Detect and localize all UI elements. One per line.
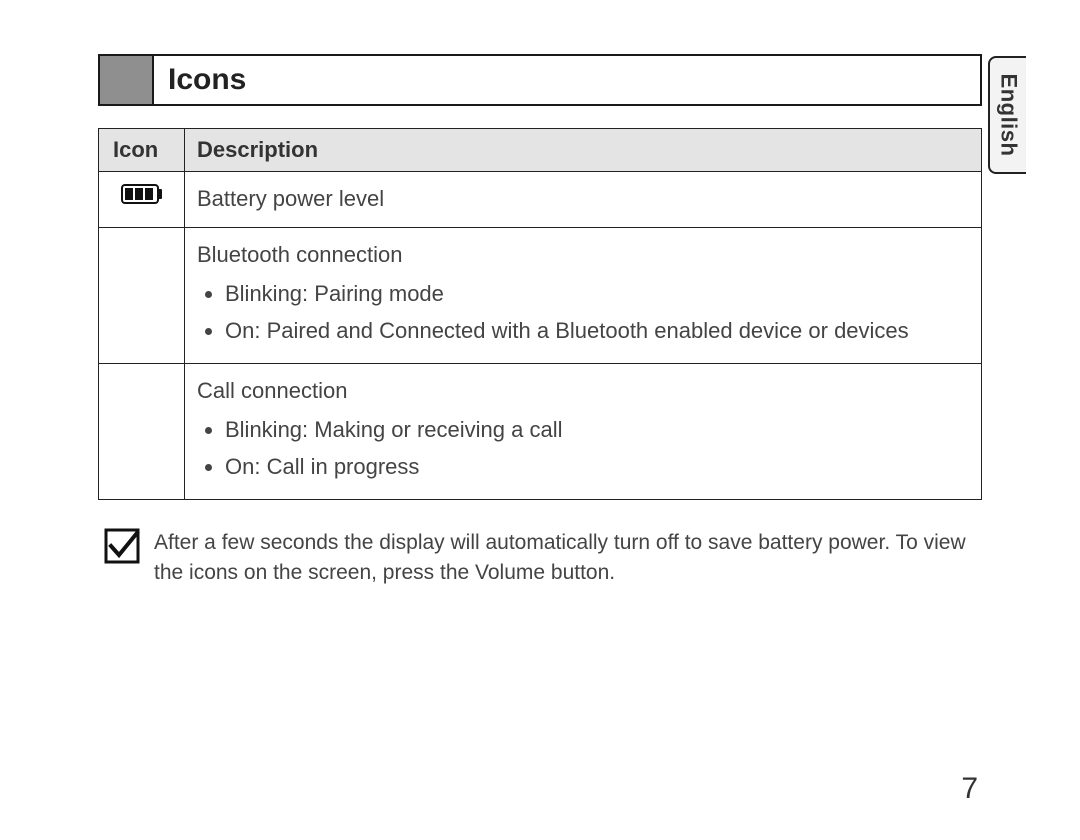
note-block: After a few seconds the display will aut… bbox=[98, 528, 982, 589]
note-text: After a few seconds the display will aut… bbox=[154, 528, 974, 589]
table-row: Battery power level bbox=[99, 172, 981, 228]
section-title-bar: Icons bbox=[98, 54, 982, 106]
call-icon-placeholder bbox=[99, 364, 185, 499]
table-cell-description: Battery power level bbox=[185, 172, 981, 227]
table-header-row: Icon Description bbox=[99, 128, 981, 172]
table-cell-description: Call connection Blinking: Making or rece… bbox=[185, 364, 981, 499]
table-row: Bluetooth connection Blinking: Pairing m… bbox=[99, 228, 981, 364]
bullet-item: On: Paired and Connected with a Bluetoot… bbox=[225, 314, 963, 347]
bullet-item: Blinking: Pairing mode bbox=[225, 277, 963, 310]
row-bullets: Blinking: Pairing mode On: Paired and Co… bbox=[197, 277, 963, 347]
table-row: Call connection Blinking: Making or rece… bbox=[99, 364, 981, 499]
battery-icon bbox=[99, 172, 185, 227]
row-description-text: Bluetooth connection bbox=[197, 238, 963, 271]
bluetooth-icon-placeholder bbox=[99, 228, 185, 363]
table-header-description: Description bbox=[185, 129, 981, 171]
title-tab-accent bbox=[100, 56, 154, 104]
row-description-text: Battery power level bbox=[197, 182, 963, 215]
row-description-text: Call connection bbox=[197, 374, 963, 407]
row-bullets: Blinking: Making or receiving a call On:… bbox=[197, 413, 963, 483]
section-title: Icons bbox=[154, 56, 980, 104]
table-cell-description: Bluetooth connection Blinking: Pairing m… bbox=[185, 228, 981, 363]
page-number: 7 bbox=[961, 772, 978, 806]
bullet-item: Blinking: Making or receiving a call bbox=[225, 413, 963, 446]
icons-table: Icon Description Battery power level Blu… bbox=[98, 128, 982, 500]
check-box-icon bbox=[104, 528, 140, 564]
language-label: English bbox=[995, 74, 1021, 157]
language-tab: English bbox=[988, 56, 1026, 174]
table-header-icon: Icon bbox=[99, 129, 185, 171]
bullet-item: On: Call in progress bbox=[225, 450, 963, 483]
